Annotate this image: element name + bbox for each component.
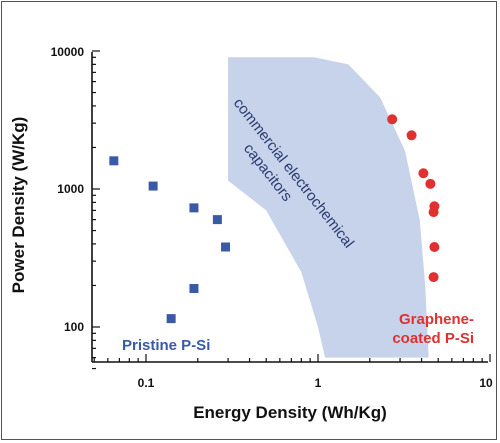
graphene-psi-point xyxy=(418,168,429,179)
pristine-psi-point xyxy=(189,284,199,294)
graphene-psi-point xyxy=(406,130,417,141)
x-axis-title: Energy Density (Wh/Kg) xyxy=(193,403,387,422)
graphene-psi-point xyxy=(429,241,440,252)
graphene-psi-label: coated P-Si xyxy=(392,330,474,347)
y-tick-label: 100 xyxy=(64,320,84,334)
pristine-psi-label: Pristine P-Si xyxy=(122,337,210,354)
x-tick-label: 0.1 xyxy=(138,376,155,390)
graphene-psi-point xyxy=(387,114,398,125)
x-tick-label: 1 xyxy=(315,376,322,390)
y-tick-label: 1000 xyxy=(57,182,84,196)
graphene-psi-point xyxy=(428,272,439,283)
pristine-psi-point xyxy=(189,203,199,213)
pristine-psi-point xyxy=(212,215,222,225)
y-tick-label: 10000 xyxy=(51,45,85,59)
graphene-psi-point xyxy=(425,178,436,189)
graphene-psi-point xyxy=(428,207,439,218)
graphene-psi-label: Graphene- xyxy=(399,311,474,328)
x-tick-label: 10 xyxy=(479,376,493,390)
pristine-psi-point xyxy=(148,181,158,191)
y-axis-title: Power Density (W/Kg) xyxy=(9,117,28,294)
pristine-psi-point xyxy=(166,314,176,324)
pristine-psi-point xyxy=(221,242,231,252)
capacitor-region xyxy=(228,57,429,358)
pristine-psi-point xyxy=(109,156,119,166)
